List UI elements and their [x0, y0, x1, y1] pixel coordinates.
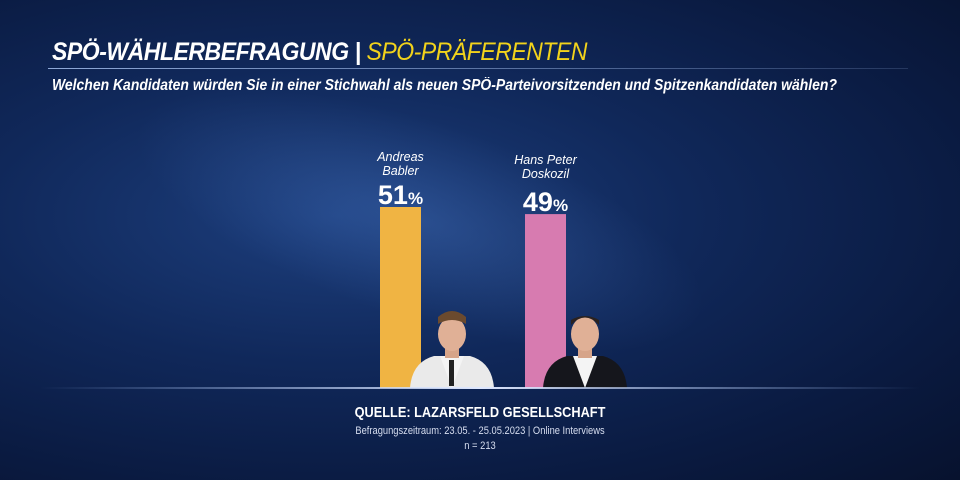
category-label: Babler	[382, 164, 419, 178]
photo-doskozil-face	[571, 317, 599, 351]
bar-1	[525, 214, 566, 388]
sample-size: n = 213	[464, 440, 496, 452]
survey-period: Befragungszeitraum: 23.05. - 25.05.2023 …	[355, 425, 605, 437]
value-unit: %	[408, 189, 423, 208]
value-label: 51%	[378, 180, 423, 210]
value-label: 49%	[523, 187, 568, 217]
category-label: Andreas	[376, 150, 424, 164]
page-title: SPÖ-WÄHLERBEFRAGUNG | SPÖ-PRÄFERENTEN	[52, 38, 588, 67]
title-divider	[48, 68, 908, 69]
baseline	[40, 387, 920, 389]
value-unit: %	[553, 196, 568, 215]
source-label: QUELLE: LAZARSFELD GESELLSCHAFT	[354, 404, 606, 421]
title-sub: SPÖ-PRÄFERENTEN	[366, 38, 588, 66]
photo-babler-hair	[438, 311, 466, 324]
photo-doskozil-hair	[571, 316, 599, 325]
bar-0	[380, 207, 421, 388]
photo-doskozil-shirt	[573, 356, 597, 388]
survey-question: Welchen Kandidaten würden Sie in einer S…	[52, 77, 837, 94]
title-main: SPÖ-WÄHLERBEFRAGUNG |	[52, 38, 361, 66]
category-label: Hans Peter	[514, 153, 577, 167]
photo-babler-face	[438, 317, 466, 351]
category-label: Doskozil	[522, 167, 570, 181]
photo-babler-tie	[449, 360, 454, 386]
